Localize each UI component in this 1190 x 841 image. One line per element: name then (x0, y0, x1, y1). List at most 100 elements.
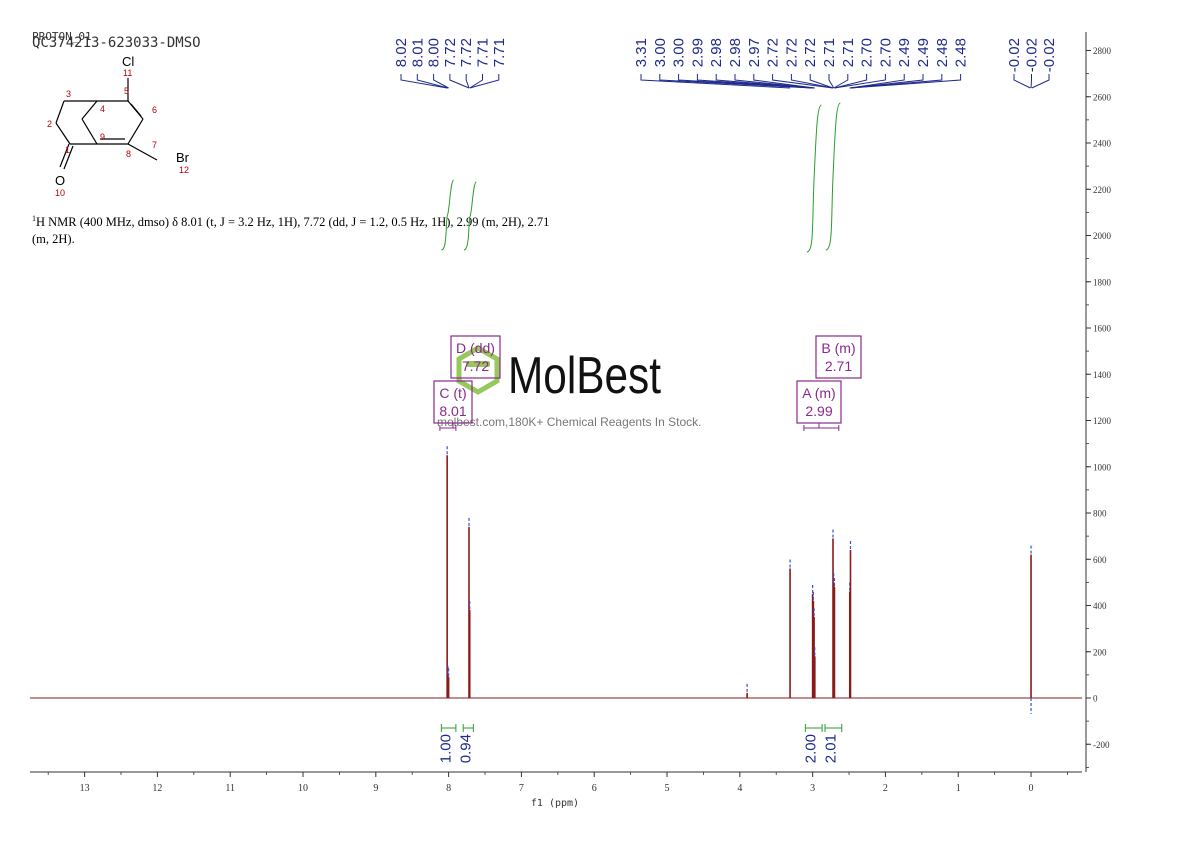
peak-shift-label: 2.72 (765, 38, 782, 67)
peak-shift-label: 2.49 (915, 38, 932, 67)
peak-shift-label: -0.02 (1006, 38, 1023, 72)
y-tick-label: 2600 (1093, 92, 1112, 102)
integral-curve (825, 102, 841, 251)
y-tick-label: -200 (1093, 740, 1110, 750)
x-tick-label: 5 (665, 783, 670, 794)
atom-number-5: 5 (124, 86, 129, 96)
multiplet-label: D (dd) (456, 340, 495, 356)
peak-shift-label: 2.98 (708, 38, 725, 67)
peak-shift-label: 2.72 (783, 38, 800, 67)
integral-value: 2.01 (822, 734, 839, 763)
peak-label-connector (469, 74, 500, 89)
multiplet-shift: 2.71 (825, 358, 852, 374)
peak-label-connector (834, 74, 886, 89)
peak-shift-label: 8.02 (393, 38, 410, 67)
x-tick-label: 2 (883, 783, 888, 794)
peak-shift-label: 3.31 (633, 38, 650, 67)
peak-label-connector (850, 74, 962, 89)
peak-shift-label: 2.99 (689, 38, 706, 67)
atom-bromine: Br (176, 150, 190, 165)
peak-shift-label: 7.72 (458, 38, 475, 67)
peak-label-connector (1031, 74, 1050, 89)
x-tick-label: 11 (225, 783, 235, 794)
y-tick-label: 800 (1093, 509, 1107, 519)
peak-shift-label: -0.02 (1041, 38, 1058, 72)
peak-shift-label: 8.01 (409, 38, 426, 67)
peak-shift-label: 8.00 (426, 38, 443, 67)
peak-shift-label: 3.00 (652, 38, 669, 67)
integral-curve (441, 179, 455, 251)
x-tick-label: 0 (1029, 783, 1034, 794)
multiplet-label: A (m) (802, 385, 835, 401)
peak-label-connector (753, 74, 815, 89)
x-tick-label: 12 (152, 783, 162, 794)
x-tick-label: 9 (373, 783, 378, 794)
atom-number-1: 1 (65, 145, 70, 155)
peak-shift-label: 2.71 (821, 38, 838, 67)
watermark: MolBest molbest.com,180K+ Chemical Reage… (437, 345, 701, 429)
y-tick-label: 1200 (1093, 416, 1112, 426)
watermark-tagline: molbest.com,180K+ Chemical Reagents In S… (437, 415, 701, 429)
watermark-brand: MolBest (508, 347, 661, 405)
integral-value: 1.00 (438, 734, 455, 763)
y-tick-label: 2400 (1093, 139, 1112, 149)
multiplet-label: C (t) (439, 385, 466, 401)
y-tick-label: 2200 (1093, 185, 1112, 195)
multiplet-label: B (m) (821, 340, 855, 356)
atom-number-4: 4 (100, 104, 105, 114)
peak-shift-label: 2.72 (802, 38, 819, 67)
x-tick-label: 13 (80, 783, 90, 794)
peak-shift-label: 7.71 (475, 38, 492, 67)
integral-curve (463, 181, 477, 251)
multiplet-shift: 7.72 (462, 358, 489, 374)
peak-shift-label: 2.48 (953, 38, 970, 67)
atom-number-8: 8 (126, 149, 131, 159)
atom-number-12: 12 (179, 165, 189, 175)
x-axis-title: f1 (ppm) (531, 798, 579, 809)
molecule-structure: 1 2 3 4 5 6 7 8 9 10 11 12 Cl Br O (47, 54, 190, 198)
integral-curve (806, 104, 822, 253)
y-tick-label: 200 (1093, 647, 1107, 657)
peak-label-connector (449, 74, 470, 89)
integral-value: 2.00 (803, 734, 820, 763)
y-tick-label: 600 (1093, 555, 1107, 565)
peak-label-connector (734, 74, 815, 89)
atom-number-9: 9 (100, 132, 105, 142)
x-tick-label: 1 (956, 783, 961, 794)
peak-shift-label: 3.00 (671, 38, 688, 67)
atom-chlorine: Cl (122, 54, 134, 69)
atom-oxygen: O (55, 173, 65, 188)
y-tick-label: 0 (1093, 694, 1098, 704)
multiplet-shift: 2.99 (805, 403, 832, 419)
proton-label: PROTON_01 (32, 30, 92, 43)
atom-number-6: 6 (152, 105, 157, 115)
peak-shift-label: 2.98 (727, 38, 744, 67)
peak-shift-label: -0.02 (1024, 38, 1041, 72)
peak-label-connector (849, 74, 905, 89)
peak-shift-label: 7.71 (491, 38, 508, 67)
atom-number-11: 11 (123, 68, 132, 78)
peak-shift-label: 2.48 (934, 38, 951, 67)
sample-name: QC374213-623033-DMSO (32, 35, 201, 51)
nmr-description-text: H NMR (400 MHz, dmso) δ 8.01 (t, J = 3.2… (36, 215, 549, 229)
peak-label-connector (715, 74, 815, 89)
nmr-description-superscript: 1 (32, 214, 36, 223)
multiplet-shift: 8.01 (439, 403, 466, 419)
peak-label-connector (833, 74, 849, 89)
x-tick-label: 3 (810, 783, 815, 794)
peak-label-connector (1013, 74, 1031, 89)
peak-shift-label: 2.97 (746, 38, 763, 67)
peak-label-connector (849, 74, 924, 89)
peak-shift-label: 2.71 (840, 38, 857, 67)
peak-label-connector (790, 74, 834, 89)
peak-shift-label: 7.72 (442, 38, 459, 67)
peak-label-connector (400, 74, 448, 89)
peak-label-connector (828, 74, 835, 89)
peak-label-connector (416, 74, 449, 89)
y-tick-label: 1000 (1093, 462, 1112, 472)
x-tick-label: 7 (519, 783, 524, 794)
x-tick-label: 8 (446, 783, 451, 794)
hexagon-logo-icon (456, 345, 500, 395)
peak-shift-label: 2.70 (877, 38, 894, 67)
